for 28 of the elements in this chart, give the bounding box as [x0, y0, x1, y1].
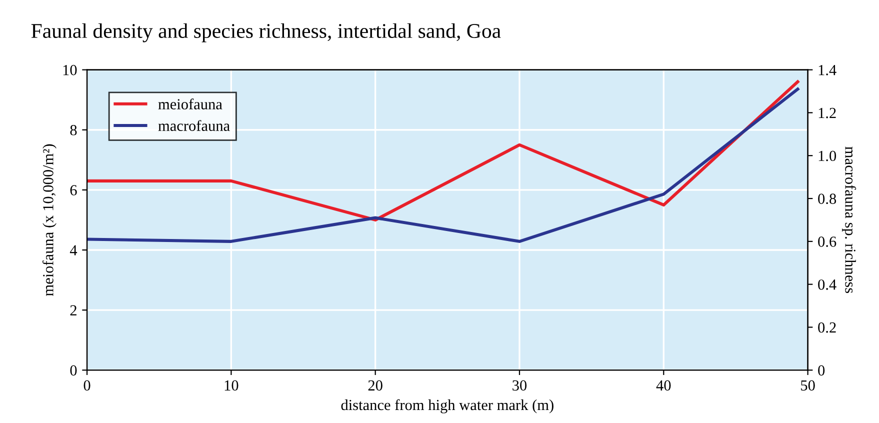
y2-axis-title: macrofauna sp. richness	[842, 146, 856, 294]
y2-tick-label: 1.0	[818, 150, 836, 162]
y2-tick-label: 0.2	[818, 322, 836, 333]
y-tick-label: 4	[70, 245, 78, 256]
y-tick-label: 8	[70, 125, 77, 136]
x-axis-title: distance from high water mark (m)	[341, 399, 554, 414]
line-series	[87, 88, 800, 243]
chart-title: Faunal density and species richness, intertidal sand, Goa	[31, 23, 501, 42]
line-series	[87, 80, 800, 222]
y-axis-title: meiofauna (x 10,000/m²)	[42, 144, 56, 296]
x-tick-label: 10	[224, 380, 238, 391]
legend-label: meiofauna	[158, 98, 222, 110]
x-tick-label: 50	[801, 380, 815, 391]
y2-tick-label: 0	[818, 365, 825, 376]
legend-label: macrofauna	[158, 120, 230, 131]
y-tick-label: 2	[70, 305, 76, 316]
y-tick-label: 6	[70, 185, 77, 196]
y2-tick-label: 0.4	[818, 279, 836, 290]
y2-tick-label: 0.8	[818, 194, 836, 204]
y2-tick-label: 1.4	[818, 65, 836, 76]
y2-tick-label: 1.2	[818, 108, 836, 118]
x-tick-label: 0	[84, 380, 90, 391]
x-tick-label: 30	[512, 380, 527, 391]
x-tick-label: 20	[368, 380, 382, 391]
y-tick-label: 10	[63, 64, 77, 76]
y-tick-label: 0	[70, 365, 77, 376]
x-tick-label: 40	[656, 380, 671, 391]
y2-tick-label: 0.6	[818, 236, 836, 247]
